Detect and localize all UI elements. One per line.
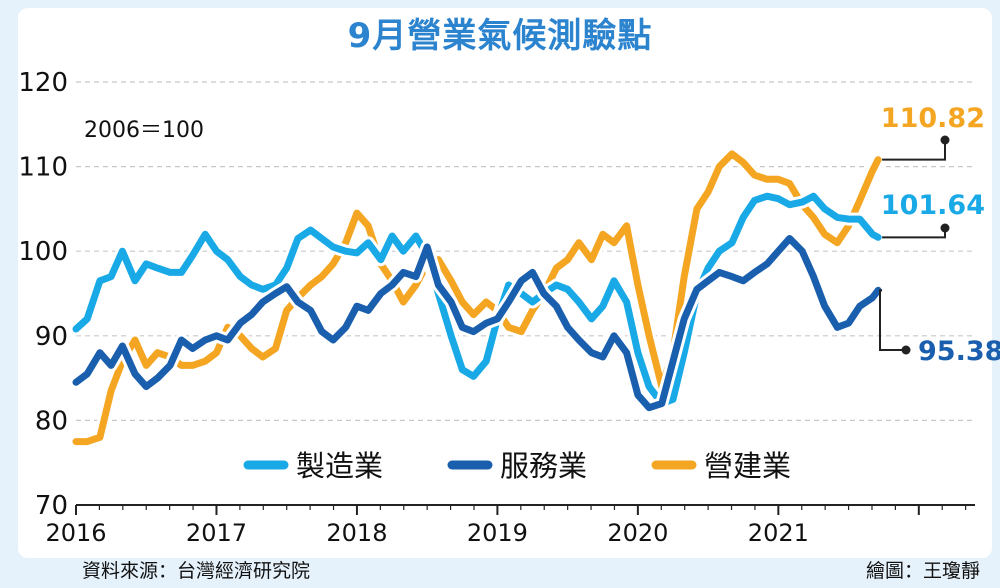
chart-title: 9月營業氣候測驗點 (347, 16, 653, 56)
end-value-label: 101.64 (881, 190, 985, 221)
callout-leader (879, 289, 906, 351)
x-tick-label: 2020 (607, 519, 668, 547)
callout-dot (901, 345, 911, 355)
x-tick-label: 2017 (186, 519, 247, 547)
series-halo (69, 232, 885, 415)
x-tick-label: 2019 (467, 519, 528, 547)
x-tick-label: 2018 (326, 519, 387, 547)
credit-note: 繪圖：王瓊靜 (865, 560, 980, 582)
y-tick-label: 110 (18, 153, 68, 183)
series-line (72, 150, 882, 446)
series-line (72, 192, 882, 407)
y-tick-label: 100 (18, 237, 68, 267)
y-tick-label: 80 (35, 406, 68, 436)
callout-leader (882, 140, 946, 161)
callout-leader (882, 228, 946, 239)
y-tick-label: 90 (35, 322, 68, 352)
x-tick-label: 2021 (748, 519, 809, 547)
x-tick-label: 2016 (45, 519, 106, 547)
legend-label: 服務業 (500, 449, 587, 483)
y-tick-label: 120 (18, 68, 68, 98)
base-year-note: 2006＝100 (84, 118, 204, 143)
end-value-label: 110.82 (881, 103, 985, 134)
source-note: 資料來源：台灣經濟研究院 (82, 560, 311, 582)
legend-label: 製造業 (296, 449, 383, 483)
y-tick-label: 70 (35, 491, 68, 521)
callout-dot (940, 223, 950, 233)
series-line (72, 235, 882, 412)
end-value-label: 95.38 (918, 336, 1000, 367)
callout-dot (940, 135, 950, 145)
legend-label: 營建業 (704, 449, 791, 483)
